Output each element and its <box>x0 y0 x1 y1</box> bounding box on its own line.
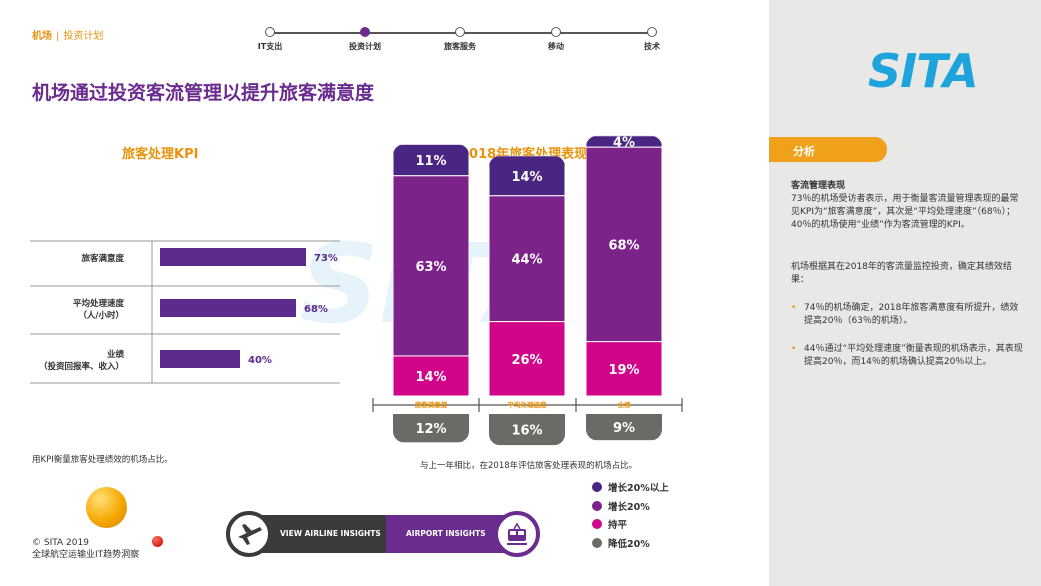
view-airline-insights-button[interactable]: VIEW AIRLINE INSIGHTS <box>246 515 406 553</box>
airport-tram-icon <box>507 522 527 545</box>
airplane-icon-circle[interactable] <box>226 511 272 557</box>
decorative-red-sphere <box>152 536 163 547</box>
breadcrumb-page[interactable]: 投资计划 <box>63 31 104 42</box>
perf-caption: 与上一年相比，在2018年评估旅客处理表现的机场占比。 <box>420 461 638 471</box>
stack-segment-持平 <box>586 341 662 397</box>
analysis-bullet-1: 74％的机场确定，2018年旅客满意度有所提升，绩效提高20％（63％的机场）。 <box>791 302 1023 328</box>
stack-data-label: 14% <box>415 370 446 385</box>
chart-legend: 增长20%以上 增长20% 持平 降低20% <box>592 478 669 552</box>
legend-swatch <box>592 519 602 530</box>
kpi-bar-chart: 73% 旅客满意度 68% 平均处理速度（人/小时） 40% 业绩（投资回报率、收入） <box>30 240 340 384</box>
breadcrumb: 机场 | 投资计划 <box>32 27 103 42</box>
stack-data-label: 9% <box>613 421 635 436</box>
breadcrumb-section[interactable]: 机场 <box>32 31 52 42</box>
nav-step-mobile[interactable]: 移动 <box>516 27 596 52</box>
kpi-category-label: 业绩 <box>107 349 125 360</box>
stack-segment-持平 <box>393 355 469 397</box>
analysis-paragraph-2: 机场根据其在2018年的客流量监控投资，确定其绩效结果： <box>791 262 1012 285</box>
stack-segment-降低20% <box>489 414 565 446</box>
stack-data-label: 44% <box>511 253 542 268</box>
sita-logo: SITA <box>868 44 979 98</box>
nav-step-it-spend[interactable]: IT支出 <box>230 27 310 52</box>
analysis-panel <box>769 0 1041 586</box>
kpi-category-label: （投资回报率、收入） <box>39 361 124 372</box>
kpi-data-label: 68% <box>304 304 328 315</box>
kpi-category-label: （人/小时） <box>78 310 124 321</box>
stack-data-label: 12% <box>415 422 446 437</box>
stack-data-label: 68% <box>608 238 639 253</box>
nav-step-investment[interactable]: 投资计划 <box>325 27 405 52</box>
charts-canvas: SITA 73%旅客满意度68%平均处理速度（人/小时）40%业绩（投资回报率、… <box>30 135 683 446</box>
kpi-category-label: 平均处理速度 <box>73 298 125 309</box>
stack-data-label: 63% <box>415 260 446 275</box>
kpi-bar <box>160 350 240 368</box>
stack-segment-增长20% <box>489 195 565 323</box>
kpi-chart-title: 旅客处理KPI <box>122 147 199 162</box>
airplane-icon <box>238 524 262 545</box>
analysis-paragraph-1: 73％的机场受访者表示，用于衡量客流量管理表现的最常见KPI为“旅客满意度”，其… <box>791 194 1019 230</box>
nav-step-tech[interactable]: 技术 <box>612 27 692 52</box>
performance-stacked-chart: 11% 63% 14% 旅客满意度 12% 14% 44% 26% 平均处理速度 16% 4% 68%… <box>372 135 683 446</box>
stack-data-label: 11% <box>415 154 446 169</box>
kpi-data-label: 40% <box>248 355 272 366</box>
stack-data-label: 4% <box>613 135 635 150</box>
kpi-category-label: 旅客满意度 <box>80 253 124 264</box>
kpi-bar <box>160 248 306 266</box>
insights-switch: VIEW AIRLINE INSIGHTS AIRPORT INSIGHTS <box>226 511 540 557</box>
stack-segment-降低20% <box>393 414 469 443</box>
legend-item-down20: 降低20% <box>592 534 669 553</box>
legend-swatch <box>592 500 602 511</box>
copyright: © SITA 2019 <box>32 538 89 548</box>
airport-icon-circle[interactable] <box>494 511 540 557</box>
nav-step-passenger[interactable]: 旅客服务 <box>420 27 500 52</box>
stack-segment-降低20% <box>586 414 662 441</box>
legend-swatch <box>592 482 602 493</box>
stack-data-label: 26% <box>511 353 542 368</box>
stack-data-label: 14% <box>511 170 542 185</box>
stack-data-label: 16% <box>511 424 542 439</box>
stack-segment-持平 <box>489 321 565 397</box>
kpi-caption: 用KPI衡量旅客处理绩效的机场占比。 <box>32 455 173 465</box>
stack-segment-增长20% <box>393 175 469 357</box>
stack-data-label: 19% <box>608 363 639 378</box>
report-name: 全球航空运输业IT趋势洞察 <box>32 550 140 560</box>
kpi-bar <box>160 299 296 317</box>
legend-item-flat: 持平 <box>592 515 669 534</box>
decorative-orange-sphere <box>86 487 127 528</box>
analysis-tab[interactable]: 分析 <box>769 137 887 162</box>
perf-category-label: 平均处理速度 <box>508 400 548 409</box>
analysis-bullet-2: 44％通过“平均处理速度”衡量表现的机场表示，其表现提高20％，而14％的机场确… <box>791 343 1023 369</box>
stack-segment-增长20% <box>586 146 662 343</box>
legend-swatch <box>592 537 602 548</box>
footer: © SITA 2019 全球航空运输业IT趋势洞察 <box>32 537 139 561</box>
kpi-data-label: 73% <box>314 253 338 264</box>
legend-item-up20: 增长20% <box>592 497 669 516</box>
perf-category-label: 旅客满意度 <box>415 400 448 409</box>
legend-item-up20plus: 增长20%以上 <box>592 478 669 497</box>
breadcrumb-separator: | <box>56 31 60 42</box>
page-title: 机场通过投资客流管理以提升旅客满意度 <box>32 82 375 104</box>
analysis-heading: 客流管理表现 <box>791 181 846 191</box>
perf-category-label: 业绩 <box>618 400 632 409</box>
